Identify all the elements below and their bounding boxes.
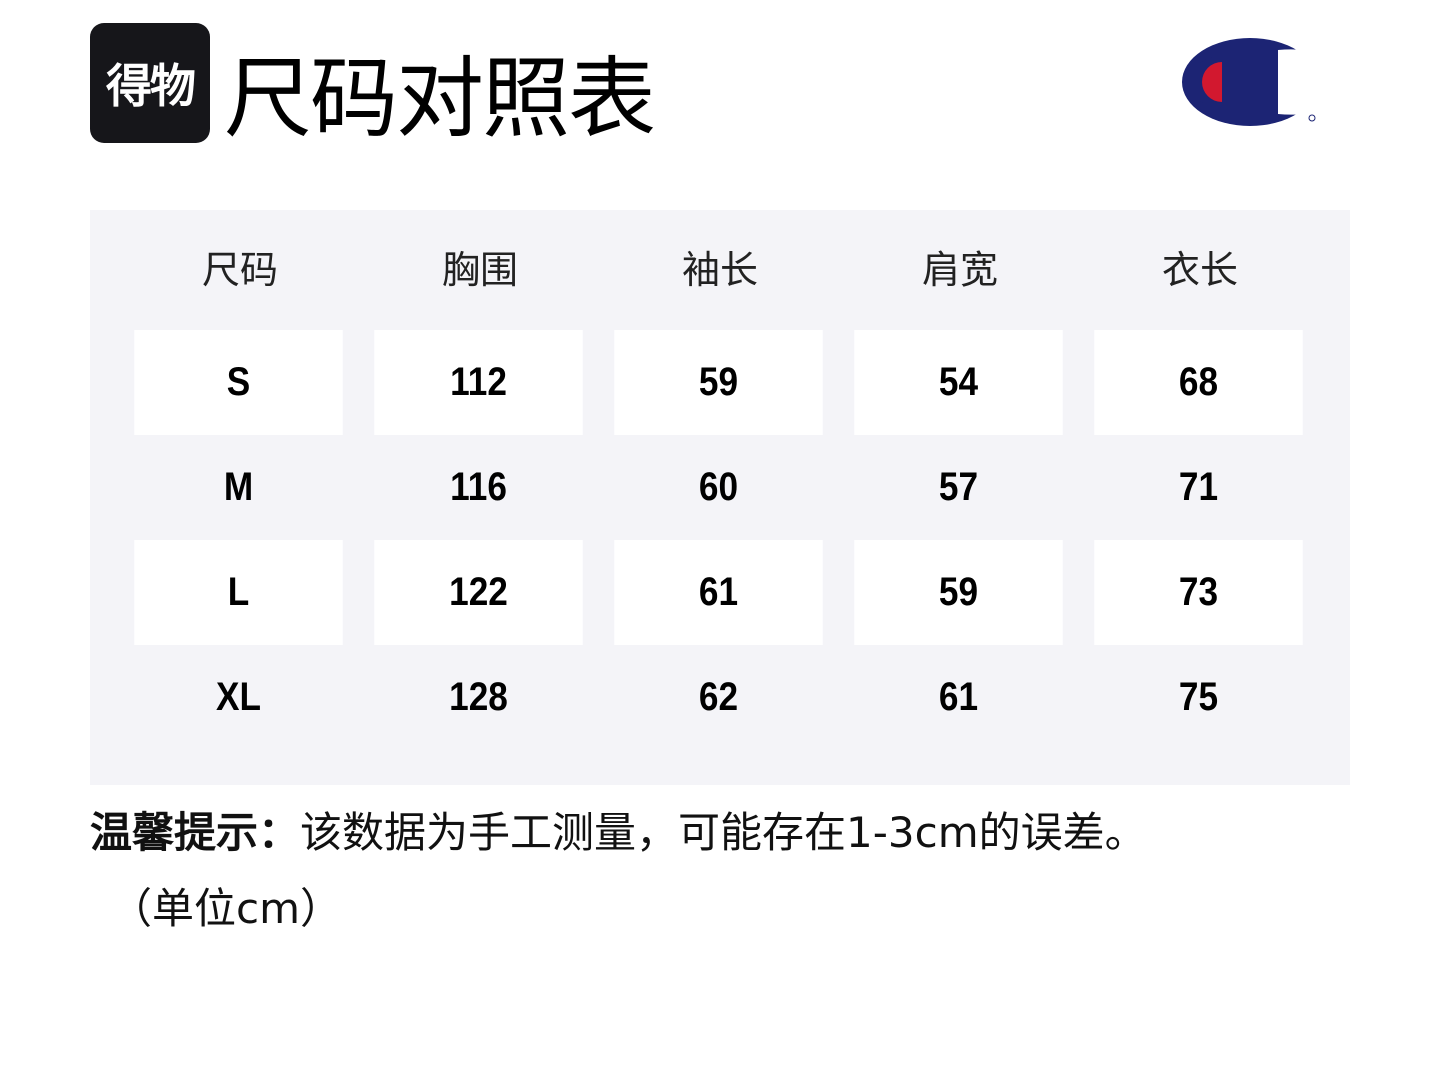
column-header: 尺码 [201,248,278,292]
column-header: 袖长 [681,248,758,292]
table-row: M 116 60 57 71 [120,435,1320,540]
table-cell: 54 [854,330,1063,435]
tip-text: 该数据为手工测量，可能存在1-3cm的误差。 [300,808,1147,857]
table-cell: L [134,540,343,645]
table-cell: 71 [1178,465,1219,509]
table-cell: 59 [614,330,823,435]
table-cell: 60 [698,465,739,509]
table-cell: 75 [1178,675,1219,719]
table-row: XL 128 62 61 75 [120,645,1320,750]
table-cell: 57 [938,465,979,509]
table-cell: 62 [698,675,739,719]
column-header: 衣长 [1161,248,1238,292]
table-cell: 112 [374,330,583,435]
table-cell: S [134,330,343,435]
table-row: S 112 59 54 68 [120,330,1320,435]
table-cell: XL [216,675,261,719]
table-cell: 128 [449,675,508,719]
table-cell: 68 [1094,330,1303,435]
champion-logo-icon [1182,38,1326,126]
table-cell: 61 [938,675,979,719]
table-cell: 73 [1094,540,1303,645]
tip-note: 温馨提示：该数据为手工测量，可能存在1-3cm的误差。 [90,800,1147,866]
table-row: L 122 61 59 73 [120,540,1320,645]
table-cell: 122 [374,540,583,645]
column-header: 肩宽 [921,248,998,292]
table-cell: 61 [614,540,823,645]
tip-label: 温馨提示： [90,808,301,857]
page-title: 尺码对照表 [224,47,656,150]
table-cell: 116 [450,465,507,509]
table-header: 尺码 胸围 袖长 肩宽 衣长 [120,240,1320,300]
table-cell: M [223,465,254,509]
unit-note: （单位cm） [110,884,343,933]
size-table: 尺码 胸围 袖长 肩宽 衣长 S 112 59 54 68 M 116 60 5… [90,210,1350,785]
brand-badge: 得物 [90,23,210,143]
column-header: 胸围 [441,248,518,292]
table-cell: 59 [854,540,1063,645]
